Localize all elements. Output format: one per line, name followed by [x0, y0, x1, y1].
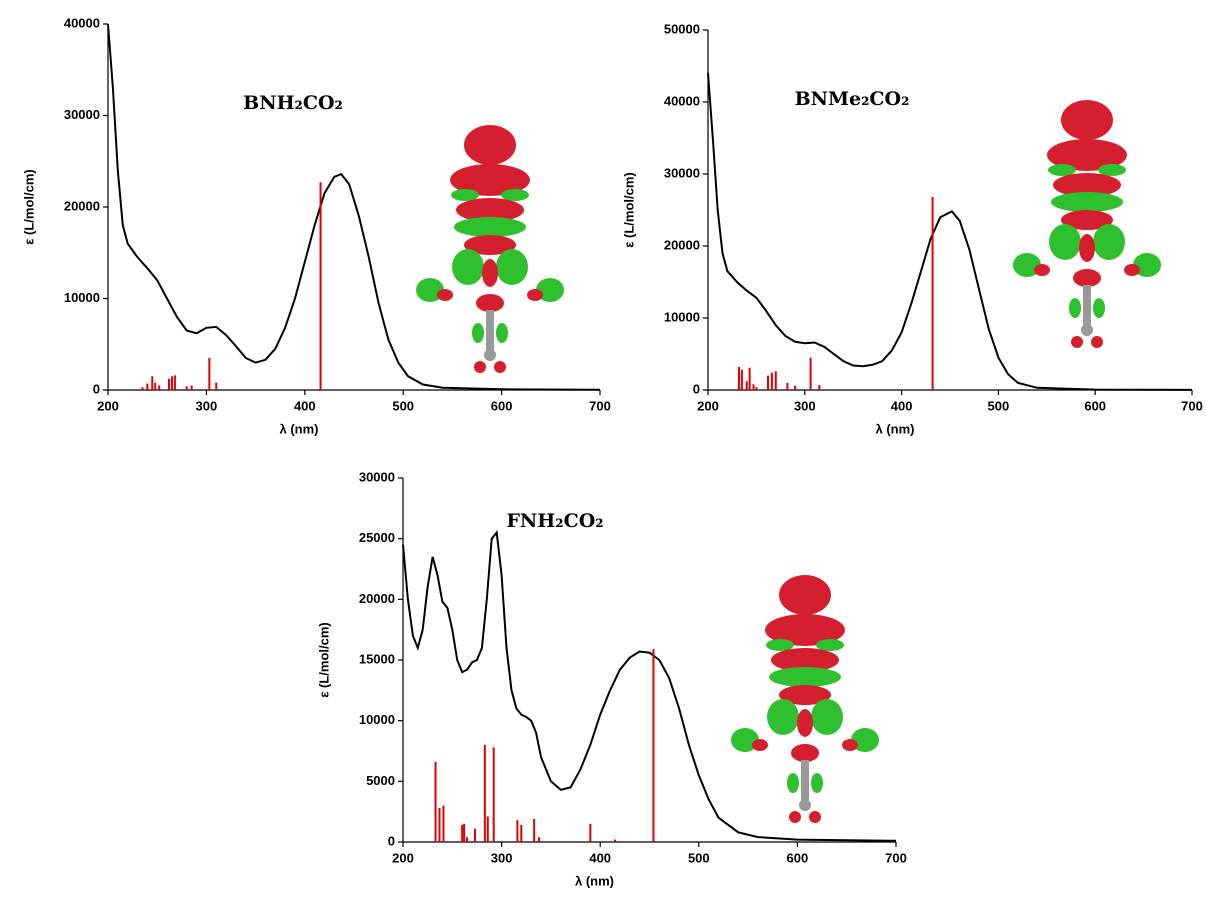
x-tick-label: 200: [392, 850, 414, 865]
x-tick-label: 600: [1084, 398, 1106, 413]
y-tick-label: 0: [388, 833, 395, 848]
x-tick-label: 300: [491, 850, 513, 865]
spectrum-line: [402, 530, 897, 842]
y-tick-label: 10000: [359, 712, 395, 727]
x-tick-label: 300: [196, 398, 218, 413]
y-tick-label: 20000: [664, 237, 700, 252]
y-tick-label: 5000: [366, 773, 395, 788]
y-tick-label: 20000: [64, 198, 100, 213]
y-tick-label: 0: [93, 381, 100, 396]
x-tick-label: 400: [589, 850, 611, 865]
chart-title: BNMe₂CO₂: [795, 88, 910, 110]
orbital-illustration: [1013, 100, 1161, 348]
x-tick-label: 600: [787, 850, 809, 865]
spectrum-line: [107, 23, 601, 391]
y-tick-label: 25000: [359, 530, 395, 545]
x-tick-label: 400: [294, 398, 316, 413]
x-axis-label: λ (nm): [575, 873, 614, 888]
y-axis-label: ε (L/mol/cm): [21, 169, 36, 245]
x-tick-label: 700: [885, 850, 907, 865]
orbital-illustration: [416, 125, 564, 373]
y-axis-label: ε (L/mol/cm): [621, 172, 636, 248]
x-tick-label: 700: [1181, 398, 1203, 413]
x-tick-label: 500: [392, 398, 414, 413]
chart-title: FNH₂CO₂: [506, 510, 603, 532]
x-tick-label: 200: [697, 398, 719, 413]
y-tick-label: 40000: [64, 15, 100, 30]
y-tick-label: 10000: [64, 290, 100, 305]
x-tick-label: 700: [589, 398, 611, 413]
x-tick-label: 500: [688, 850, 710, 865]
x-tick-label: 200: [97, 398, 119, 413]
y-tick-label: 50000: [664, 21, 700, 36]
x-tick-label: 500: [988, 398, 1010, 413]
y-tick-label: 10000: [664, 309, 700, 324]
y-tick-label: 30000: [64, 107, 100, 122]
x-axis-label: λ (nm): [876, 421, 915, 436]
chart-title: BNH₂CO₂: [243, 92, 343, 114]
y-tick-label: 30000: [359, 469, 395, 484]
y-tick-label: 15000: [359, 651, 395, 666]
y-tick-label: 30000: [664, 165, 700, 180]
x-tick-label: 400: [891, 398, 913, 413]
spectrum-line: [707, 73, 1193, 391]
orbital-illustration: [731, 575, 879, 823]
x-tick-label: 300: [794, 398, 816, 413]
y-axis-label: ε (L/mol/cm): [316, 622, 331, 698]
y-tick-label: 20000: [359, 591, 395, 606]
x-tick-label: 600: [491, 398, 513, 413]
y-tick-label: 40000: [664, 93, 700, 108]
x-axis-label: λ (nm): [280, 421, 319, 436]
y-tick-label: 0: [693, 381, 700, 396]
